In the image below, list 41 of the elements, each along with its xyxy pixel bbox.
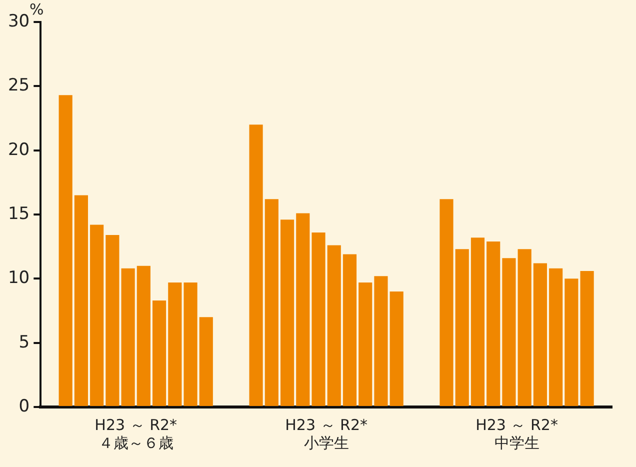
- bar: [342, 254, 357, 406]
- bar: [533, 263, 547, 406]
- bar: [390, 292, 404, 406]
- bar: [502, 258, 516, 406]
- y-tick-label: 5: [18, 332, 30, 352]
- y-tick-label: 10: [8, 268, 30, 288]
- bar: [486, 241, 500, 406]
- bar: [74, 195, 88, 406]
- bar: [358, 282, 372, 406]
- y-tick-label: 0: [18, 396, 30, 416]
- bar: [280, 220, 294, 406]
- bar: [58, 95, 72, 406]
- bar: [518, 249, 532, 406]
- bar: [455, 249, 469, 406]
- bar: [90, 224, 104, 406]
- bar: [136, 266, 150, 406]
- bar: [249, 124, 263, 406]
- y-tick-label: 25: [8, 76, 30, 96]
- bar: [264, 199, 278, 406]
- bar: [106, 235, 120, 406]
- y-tick-label: 30: [8, 11, 30, 32]
- bar: [121, 268, 135, 406]
- bar: [199, 317, 213, 406]
- x-tick-label: H23 ～ R2* 中学生: [476, 416, 558, 452]
- x-tick-label: H23 ～ R2* ４歳～６歳: [94, 416, 178, 452]
- bar: [580, 270, 594, 406]
- bar: [168, 282, 182, 406]
- bar: [184, 282, 198, 406]
- x-tick-label: H23 ～ R2* 小学生: [285, 416, 368, 452]
- bar: [549, 268, 563, 406]
- bar: [374, 276, 388, 406]
- bar: [440, 199, 454, 406]
- y-axis-title: %: [30, 0, 44, 18]
- bar: [470, 238, 485, 406]
- bar: [152, 300, 166, 406]
- bar: [564, 278, 578, 406]
- bar: [296, 213, 310, 406]
- y-tick-label: 15: [8, 204, 30, 224]
- y-tick-label: 20: [8, 140, 30, 160]
- bar: [312, 232, 326, 406]
- bar: [327, 245, 341, 406]
